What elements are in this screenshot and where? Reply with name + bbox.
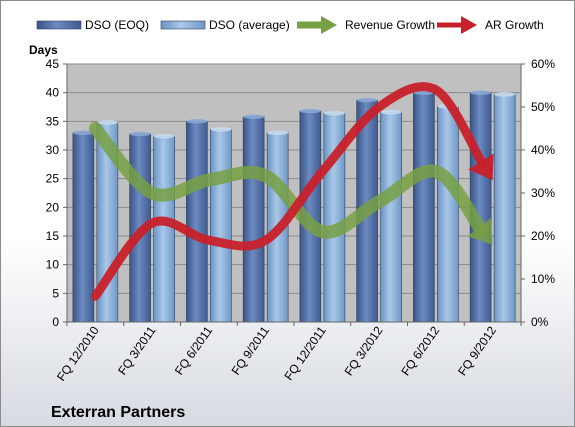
x-tick-label: FQ 12/2010 xyxy=(54,323,102,383)
y2-tick-label: 10% xyxy=(531,272,555,286)
x-tick-label: FQ 9/2011 xyxy=(229,323,273,377)
legend-swatch-arrowhead xyxy=(321,16,337,34)
bar-top xyxy=(323,111,345,116)
bar-dso-average xyxy=(380,111,402,323)
y2-tick-label: 50% xyxy=(531,100,555,114)
ar-growth-arrowhead xyxy=(468,153,494,181)
legend-label: AR Growth xyxy=(485,18,544,32)
bar-top xyxy=(186,119,208,124)
y-tick-label: 45 xyxy=(46,57,60,71)
bar-top xyxy=(299,108,321,114)
bar-top xyxy=(72,130,94,135)
legend-swatch-arrowhead xyxy=(461,16,477,34)
legend: DSO (EOQ) DSO (average) Revenue Growth AR G… xyxy=(36,16,544,34)
y-tick-label: 0 xyxy=(52,315,59,329)
y2-tick-label: 20% xyxy=(531,229,555,243)
y-tick-label: 20 xyxy=(46,200,60,214)
bar-dso-eoq xyxy=(242,116,265,323)
left-axis-ticks: 0 5 10 15 20 25 30 35 40 45 xyxy=(46,57,67,329)
bar-top xyxy=(494,92,516,97)
growth-arrows xyxy=(88,82,494,301)
x-axis-ticks: FQ 12/2010 FQ 3/2011 FQ 6/2011 FQ 9/2011 FQ … xyxy=(54,322,522,384)
bar-dso-average xyxy=(437,106,459,323)
y-axis-title: Days xyxy=(29,43,58,57)
y-tick-label: 15 xyxy=(46,229,60,243)
legend-swatch xyxy=(36,20,82,30)
y2-tick-label: 30% xyxy=(531,186,555,200)
x-tick-label: FQ 6/2012 xyxy=(398,323,442,378)
bar-top xyxy=(96,120,118,125)
y-tick-label: 30 xyxy=(46,143,60,157)
right-axis-ticks: 0% 10% 20% 30% 40% 50% 60% xyxy=(521,57,555,329)
bar-top xyxy=(356,97,378,103)
bar-top xyxy=(470,90,492,95)
bar-dso-eoq xyxy=(72,132,95,323)
x-tick-label: FQ 6/2011 xyxy=(172,323,216,377)
legend-label: DSO (EOQ) xyxy=(85,18,149,32)
y-tick-label: 25 xyxy=(46,172,60,186)
y-tick-label: 40 xyxy=(46,86,60,100)
bar-dso-eoq xyxy=(413,92,435,323)
x-tick-label: FQ 3/2011 xyxy=(115,323,159,377)
x-tick-label: FQ 12/2011 xyxy=(282,323,329,382)
y2-tick-label: 0% xyxy=(531,315,549,329)
bar-dso-average xyxy=(153,135,175,323)
ar-growth-line xyxy=(90,82,488,301)
y-tick-label: 5 xyxy=(52,286,59,300)
bar-dso-average xyxy=(210,129,232,323)
bar-top xyxy=(243,114,265,119)
y-tick-label: 10 xyxy=(46,258,60,272)
x-tick-label: FQ 9/2012 xyxy=(455,323,499,378)
legend-label: DSO (average) xyxy=(209,18,290,32)
bar-top xyxy=(153,134,175,139)
bar-top xyxy=(210,127,232,132)
bar-top xyxy=(267,130,289,135)
bar-dso-average xyxy=(493,94,516,323)
legend-swatch xyxy=(160,20,206,30)
revenue-growth-arrowhead xyxy=(467,218,493,245)
x-tick-label: FQ 3/2012 xyxy=(342,323,386,378)
bar-dso-eoq xyxy=(186,121,208,323)
bar-top xyxy=(129,131,151,137)
y-tick-label: 35 xyxy=(46,114,60,128)
y2-tick-label: 60% xyxy=(531,57,555,71)
legend-label: Revenue Growth xyxy=(345,18,435,32)
company-name: Exterran Partners xyxy=(51,404,185,421)
y2-tick-label: 40% xyxy=(531,143,555,157)
bar-top xyxy=(380,109,402,115)
